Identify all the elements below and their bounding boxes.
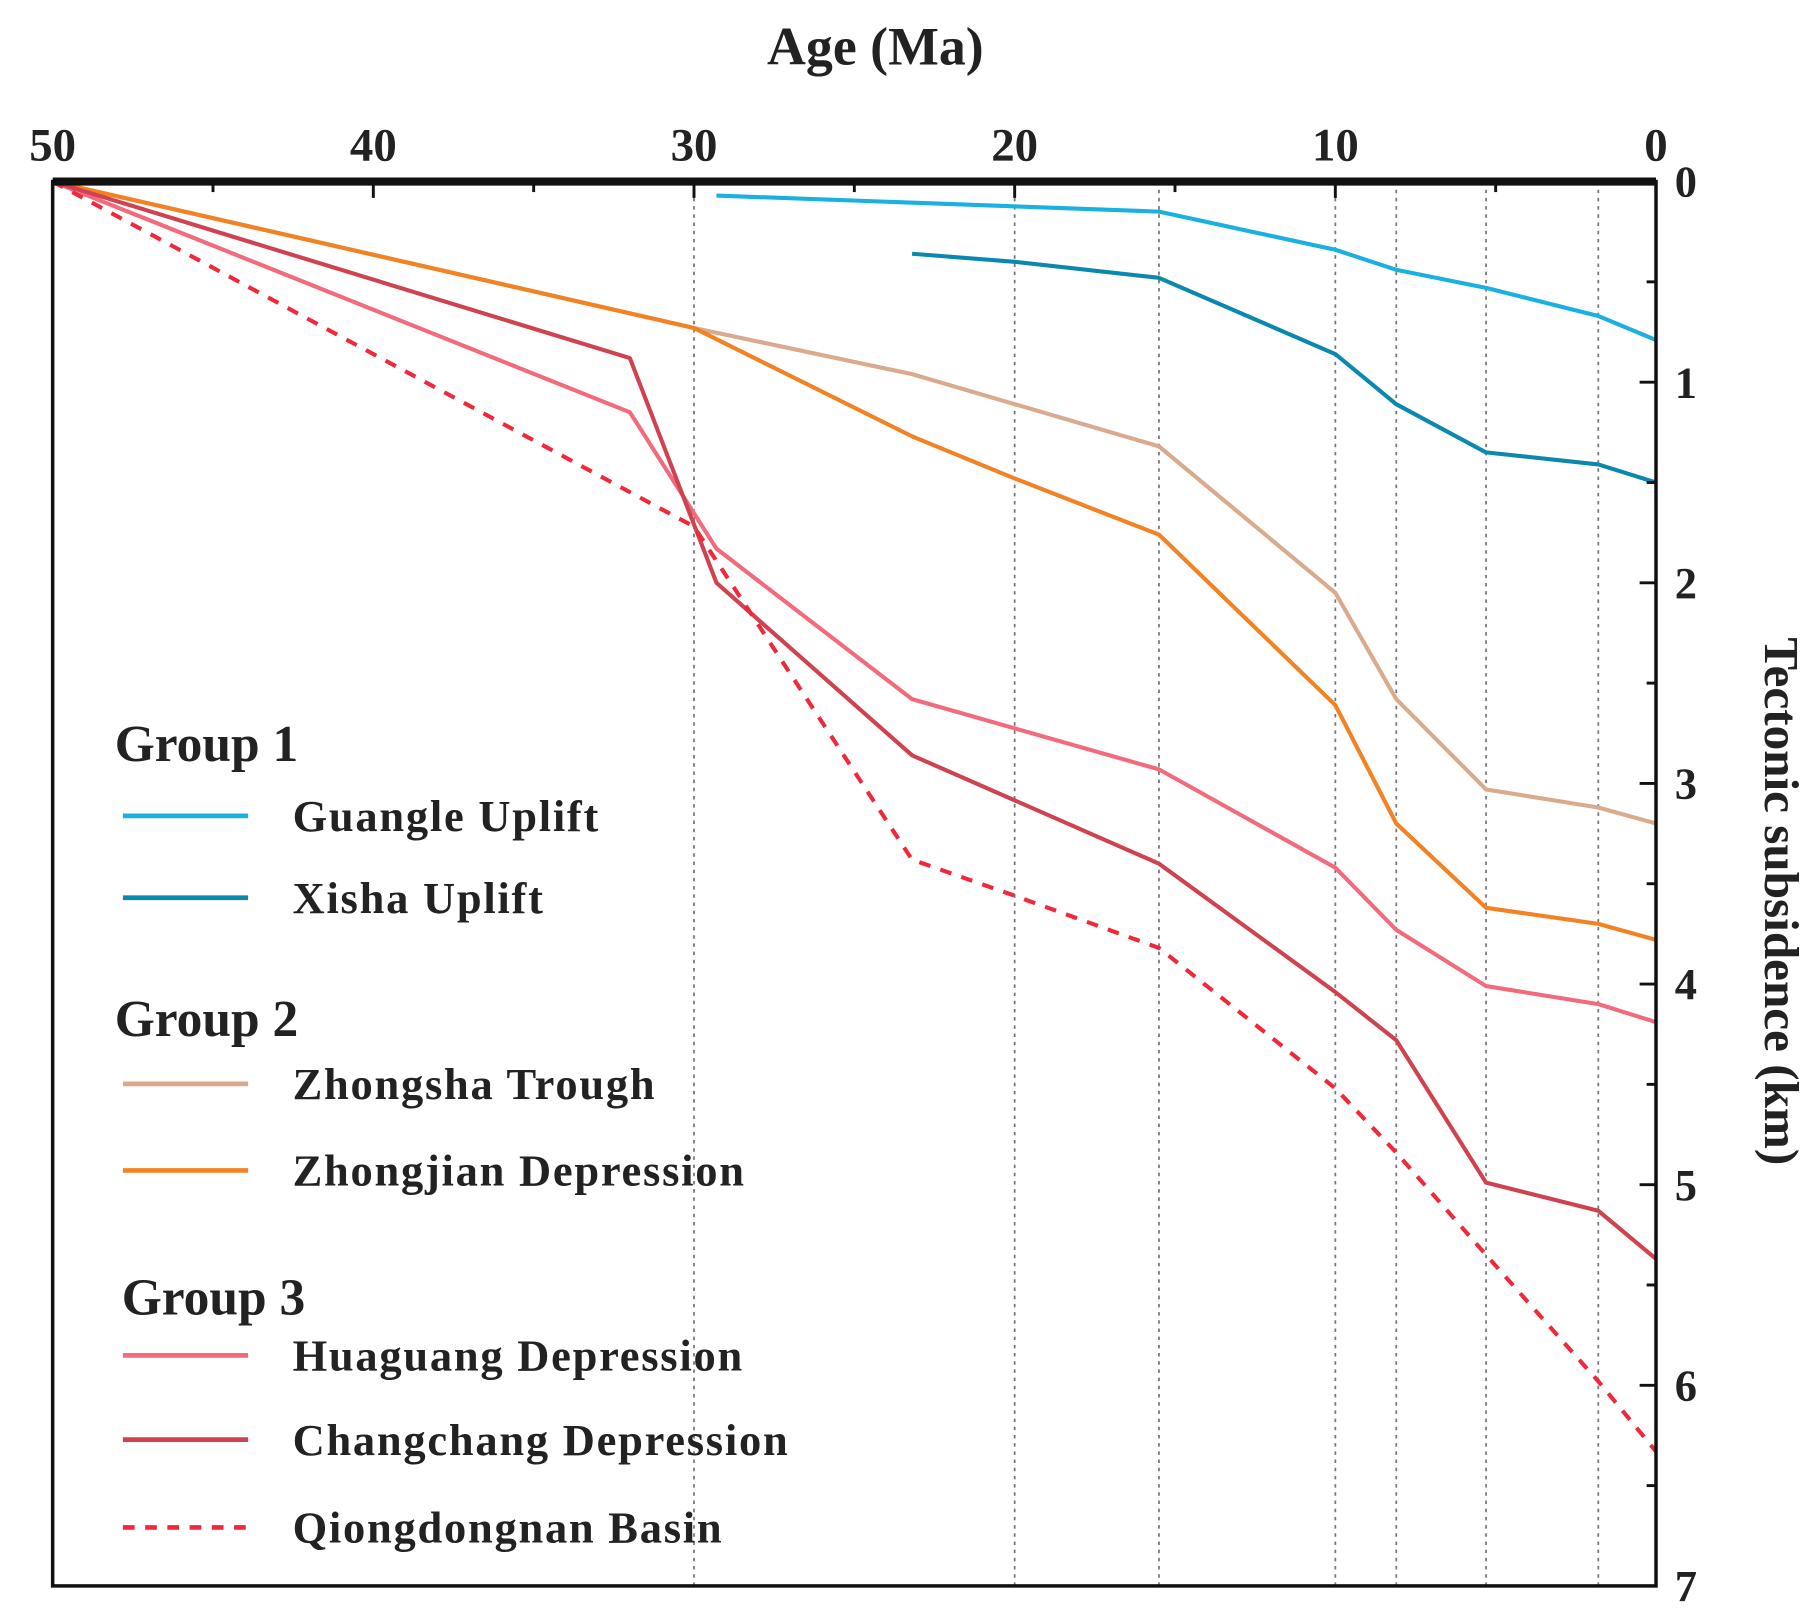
legend-group-title: Group 1	[115, 716, 299, 773]
legend-label: Changchang Depression	[293, 1415, 790, 1465]
series-line-xisha-uplift	[911, 251, 1657, 485]
y-tick-label: 7	[1675, 1561, 1697, 1611]
series-line-guangle-uplift	[716, 193, 1657, 342]
legend-label: Xisha Uplift	[293, 873, 545, 923]
x-axis-title: Age (Ma)	[767, 17, 984, 77]
legend-group-title: Group 2	[115, 991, 299, 1048]
x-tick-label: 40	[350, 119, 397, 171]
legend-label: Qiongdongnan Basin	[293, 1503, 724, 1553]
x-tick-label: 30	[671, 119, 718, 171]
legend-label: Guangle Uplift	[293, 791, 600, 841]
x-tick-label: 20	[991, 119, 1038, 171]
y-tick-label: 5	[1675, 1160, 1697, 1210]
legend-group-title: Group 3	[122, 1269, 306, 1326]
y-tick-label: 0	[1675, 157, 1697, 207]
series-line-huaguang-depression	[51, 179, 1657, 1025]
legend-label: Zhongsha Trough	[293, 1059, 657, 1109]
x-tick-label: 0	[1644, 119, 1667, 171]
y-tick-label: 2	[1675, 558, 1697, 608]
legend-label: Huaguang Depression	[293, 1331, 744, 1381]
x-tick-label: 50	[29, 119, 76, 171]
y-axis-title: Tectonic subsidence (km)	[1754, 637, 1809, 1165]
y-tick-label: 1	[1675, 357, 1697, 407]
series-line-zhongsha-trough	[52, 179, 1657, 826]
y-tick-label: 4	[1675, 959, 1697, 1009]
series-line-qiongdongnan-basin	[51, 179, 1658, 1453]
x-tick-label: 10	[1312, 119, 1359, 171]
legend-label: Zhongjian Depression	[293, 1146, 746, 1196]
series-line-zhongjian-depression	[52, 179, 1657, 942]
series-line-changchang-depression	[52, 179, 1658, 1261]
y-tick-label: 3	[1675, 759, 1697, 809]
y-tick-label: 6	[1675, 1361, 1697, 1411]
